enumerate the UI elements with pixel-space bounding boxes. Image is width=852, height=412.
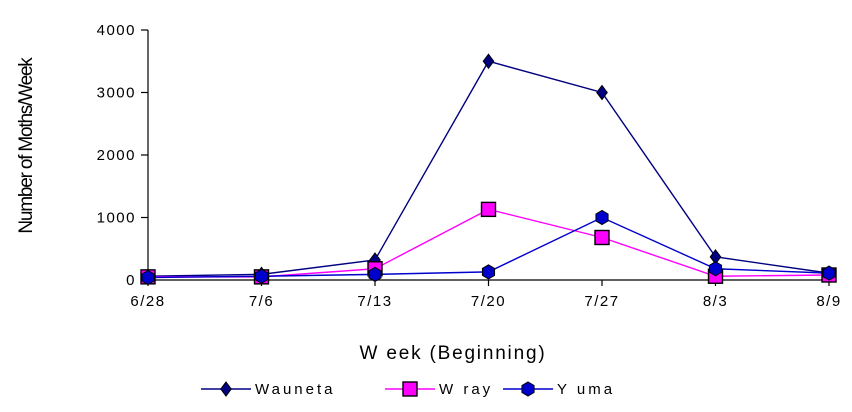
legend-marker [220,381,232,397]
x-tick-label: 8/9 [816,293,841,310]
x-tick-label: 7/6 [249,293,274,310]
data-point-y-uma [595,209,609,226]
legend-label: W ray [439,381,493,398]
y-tick-label: 1000 [97,210,136,227]
legend: Wauneta W ray Y uma [201,381,615,398]
x-tick-label: 6/28 [130,293,165,310]
y-tick-label: 2000 [97,147,136,164]
y-tick-label: 3000 [97,85,136,102]
legend-label: Y uma [557,381,615,398]
data-point-w-ray [480,201,497,218]
y-tick-label: 4000 [97,22,136,39]
x-tick-label: 7/20 [471,293,506,310]
x-tick-label: 7/13 [357,293,392,310]
data-point-wauneta [596,84,608,101]
legend-label: Wauneta [255,381,335,398]
series-lines [147,60,830,279]
series-line-wauneta [147,60,830,277]
x-ticks: 6/28 7/6 7/13 7/20 7/27 8/3 8/9 [130,280,841,310]
data-point-y-uma [254,268,269,284]
y-tick-label: 0 [126,272,136,289]
series-markers [140,53,837,286]
x-tick-label: 8/3 [703,293,728,310]
y-axis-title: Number of Moths/Week [16,57,37,234]
data-point-y-uma [822,265,836,281]
data-point-w-ray [594,229,610,246]
data-point-y-uma [708,261,723,277]
legend-marker [402,381,418,397]
y-ticks: 0 1000 2000 3000 4000 [97,22,148,289]
axes [147,30,835,281]
x-tick-label: 7/27 [584,293,619,310]
data-point-y-uma [141,269,155,286]
data-point-y-uma [368,266,382,282]
legend-marker [521,381,535,397]
data-point-wauneta [482,53,495,70]
data-point-y-uma [481,264,496,280]
x-axis-title: W eek (Beginning) [360,343,547,364]
